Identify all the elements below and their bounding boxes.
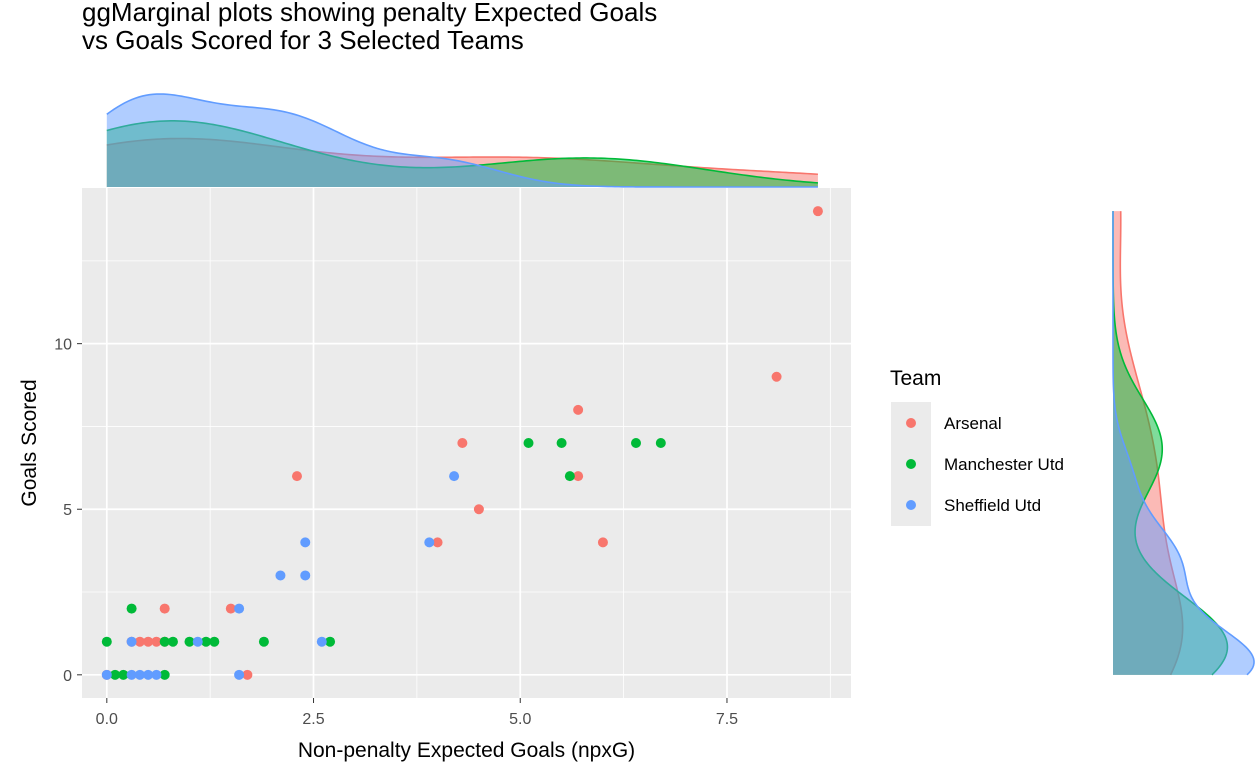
legend-key [906,500,916,510]
right-density-fill [1113,211,1254,675]
data-point [573,471,584,482]
data-point [101,669,112,680]
y-tick-label: 0 [63,668,72,685]
data-point [812,206,823,217]
y-tick-label: 10 [54,337,72,354]
chart-title: ggMarginal plots showing penalty Expecte… [82,0,657,56]
data-point [234,603,245,614]
data-point [159,636,170,647]
data-point [655,438,666,448]
legend-items: Arsenal Manchester Utd Sheffield Utd [906,414,1064,515]
data-point [300,537,311,548]
data-point [143,636,154,647]
data-point [192,636,203,647]
data-point [151,636,162,647]
legend-label: Sheffield Utd [944,496,1041,515]
major-gridlines [82,188,851,698]
data-point [167,636,178,647]
data-point [134,669,145,680]
chart-title-line-1: ggMarginal plots showing penalty Expecte… [82,0,658,27]
data-point [134,636,145,647]
data-point [143,669,154,680]
chart-title-line-2: vs Goals Scored for 3 Selected Teams [82,25,524,55]
legend-key [906,459,916,469]
data-point [258,636,269,647]
data-point [234,669,245,680]
data-point [556,438,567,448]
data-point [118,669,129,680]
data-point [771,371,782,382]
minor-gridlines [82,188,851,698]
data-point [291,471,302,482]
legend-label: Arsenal [944,414,1002,433]
data-point [573,404,584,415]
data-point [631,438,642,448]
x-tick-label: 0.0 [96,711,118,728]
legend-label: Manchester Utd [944,455,1064,474]
data-point [225,603,236,614]
data-point [275,570,286,581]
data-points [101,206,823,680]
top-density-line [106,93,818,188]
y-axis-title: Goals Scored [18,379,41,506]
data-point [564,471,575,482]
data-point [597,537,608,548]
y-axis: 0 5 10 [54,337,82,685]
data-point [242,669,253,680]
x-axis-title: Non-penalty Expected Goals (npxG) [298,739,635,762]
data-point [316,636,327,647]
data-point [110,669,121,680]
x-tick-label: 7.5 [716,711,738,728]
data-point [209,636,220,647]
data-point [523,438,534,448]
x-tick-label: 2.5 [302,711,324,728]
legend-title: Team [890,367,941,390]
data-point [325,636,336,647]
data-point [126,669,137,680]
data-point [151,669,162,680]
data-point [424,537,435,548]
y-tick-label: 5 [63,502,72,519]
data-point [126,636,137,647]
data-point [473,504,484,515]
data-point [159,669,170,680]
x-tick-label: 5.0 [509,711,531,728]
legend-key [906,418,916,428]
data-point [457,438,468,448]
data-point [184,636,195,647]
top-marginal-density [106,93,818,188]
data-point [159,603,170,614]
top-density-fill [106,94,818,187]
data-point [201,636,212,647]
right-density-line [1112,211,1255,676]
data-point [449,471,460,482]
data-point [300,570,311,581]
data-point [432,537,443,548]
legend: Team Arsenal Manchester Utd Sheffield Utd [890,367,1064,526]
data-point [126,603,137,614]
data-point [101,636,112,647]
x-axis: 0.0 2.5 5.0 7.5 [96,698,738,728]
right-marginal-density [1112,211,1255,676]
